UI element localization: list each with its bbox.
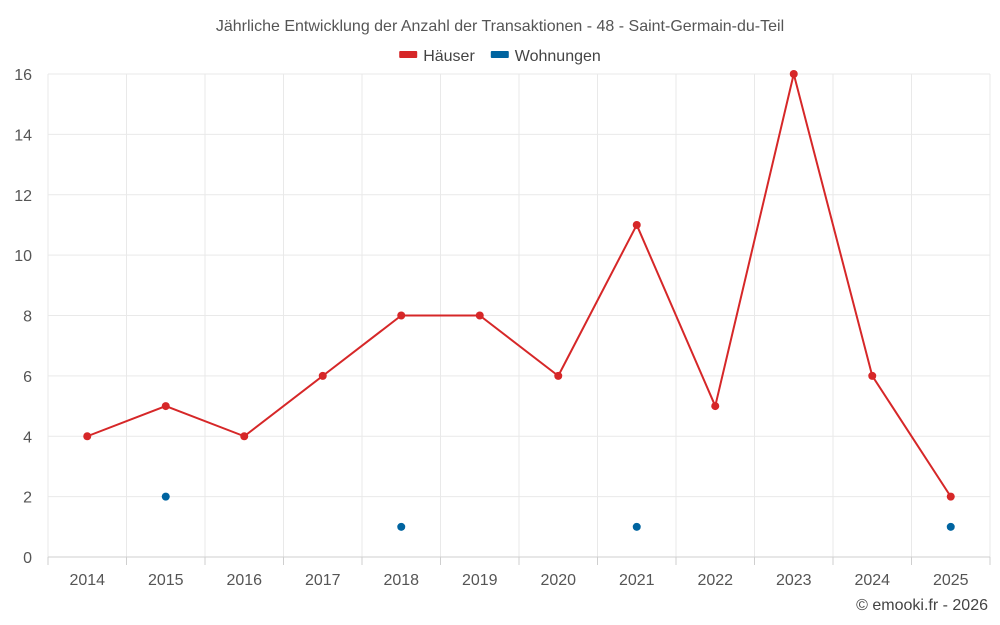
x-tick-label: 2017 bbox=[305, 572, 341, 589]
y-tick-label: 4 bbox=[23, 429, 32, 446]
y-tick-label: 16 bbox=[14, 67, 32, 84]
y-tick-label: 0 bbox=[23, 550, 32, 567]
y-tick-label: 8 bbox=[23, 309, 32, 326]
data-point bbox=[554, 371, 563, 380]
x-tick-label: 2015 bbox=[148, 572, 184, 589]
data-point bbox=[789, 70, 798, 78]
legend-label: Wohnungen bbox=[515, 48, 601, 65]
data-point bbox=[397, 522, 406, 531]
y-tick-label: 10 bbox=[14, 248, 32, 265]
axes bbox=[47, 556, 991, 565]
y-tick-label: 14 bbox=[14, 127, 32, 144]
x-tick-label: 2018 bbox=[383, 572, 419, 589]
x-axis-ticks: 2014 2015 2016 2017 2018 2019 2020 2021 2022 2023… bbox=[69, 572, 968, 589]
data-point bbox=[946, 492, 955, 501]
gridlines bbox=[47, 73, 991, 557]
data-point bbox=[318, 371, 327, 380]
x-tick-label: 2024 bbox=[854, 572, 890, 589]
series-layer bbox=[83, 70, 955, 531]
data-point bbox=[475, 311, 484, 320]
data-point bbox=[632, 522, 641, 531]
x-tick-label: 2025 bbox=[933, 572, 969, 589]
data-point bbox=[868, 371, 877, 380]
series-2 bbox=[161, 492, 955, 531]
y-tick-label: 2 bbox=[23, 490, 32, 507]
legend-swatch bbox=[399, 51, 418, 58]
series-1 bbox=[83, 70, 955, 501]
x-tick-label: 2022 bbox=[697, 572, 733, 589]
data-point bbox=[397, 311, 406, 320]
x-tick-label: 2020 bbox=[540, 572, 576, 589]
x-tick-label: 2021 bbox=[619, 572, 655, 589]
x-tick-label: 2016 bbox=[226, 572, 262, 589]
data-point bbox=[161, 492, 170, 501]
x-tick-label: 2014 bbox=[69, 572, 105, 589]
data-point bbox=[711, 402, 720, 411]
y-axis-ticks: 0 2 4 6 8 10 12 14 16 bbox=[14, 67, 32, 567]
series-line bbox=[86, 73, 952, 498]
x-tick-label: 2023 bbox=[776, 572, 812, 589]
legend-swatch bbox=[490, 51, 509, 58]
x-tick-label: 2019 bbox=[462, 572, 498, 589]
credit-text: © emooki.fr - 2026 bbox=[856, 597, 988, 614]
y-tick-label: 12 bbox=[14, 188, 32, 205]
legend: Häuser Wohnungen bbox=[399, 48, 601, 65]
data-point bbox=[83, 432, 92, 441]
data-point bbox=[946, 522, 955, 531]
data-point bbox=[161, 402, 170, 411]
y-tick-label: 6 bbox=[23, 369, 32, 386]
data-point bbox=[240, 432, 249, 441]
data-point bbox=[632, 220, 641, 229]
legend-label: Häuser bbox=[423, 48, 475, 65]
chart-title: Jährliche Entwicklung der Anzahl der Tra… bbox=[216, 18, 784, 35]
